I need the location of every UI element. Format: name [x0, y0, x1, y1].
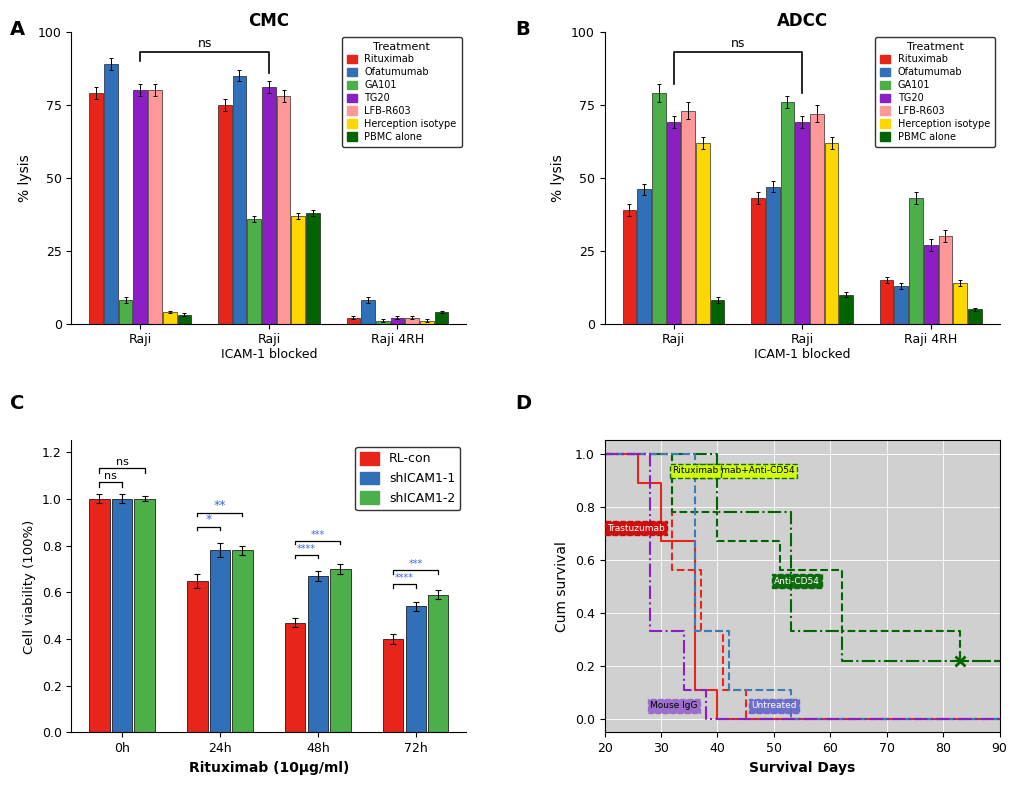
Text: ****: **** — [394, 573, 414, 583]
Bar — [90, 93, 103, 324]
Bar — [104, 64, 117, 324]
Bar — [118, 300, 132, 324]
Text: ***: *** — [311, 529, 325, 540]
Bar — [937, 236, 952, 324]
Bar — [232, 76, 246, 324]
Bar — [112, 499, 132, 732]
Text: Untreated: Untreated — [751, 701, 796, 710]
Bar — [824, 142, 838, 324]
Bar — [361, 300, 375, 324]
Text: **: ** — [213, 498, 226, 512]
Bar — [187, 580, 207, 732]
Text: Rituximab+Anti-CD54: Rituximab+Anti-CD54 — [694, 466, 794, 475]
Bar — [383, 639, 403, 732]
Bar — [908, 198, 922, 324]
Bar — [637, 189, 650, 324]
Title: ADCC: ADCC — [775, 12, 826, 30]
Bar — [210, 550, 230, 732]
Y-axis label: % lysis: % lysis — [18, 154, 33, 201]
Bar — [135, 499, 155, 732]
X-axis label: Rituximab (10μg/ml): Rituximab (10μg/ml) — [189, 761, 348, 775]
Text: ns: ns — [730, 37, 744, 50]
Text: Mouse IgG: Mouse IgG — [649, 701, 697, 710]
Bar — [285, 622, 305, 732]
Bar — [291, 216, 305, 324]
Bar — [681, 111, 694, 324]
Text: ns: ns — [115, 458, 128, 467]
Bar — [428, 595, 448, 732]
Text: *: * — [206, 513, 212, 525]
Bar — [148, 90, 162, 324]
Bar — [163, 312, 176, 324]
Bar — [710, 300, 723, 324]
Text: Anti-CD54: Anti-CD54 — [773, 576, 819, 586]
Text: ns: ns — [198, 37, 212, 50]
Text: D: D — [515, 394, 531, 413]
Text: C: C — [10, 394, 24, 413]
Text: Trastuzumab: Trastuzumab — [607, 524, 664, 533]
Bar — [651, 93, 665, 324]
Bar — [666, 123, 680, 324]
Text: ***: *** — [409, 559, 423, 569]
Bar — [133, 90, 147, 324]
Bar — [434, 312, 448, 324]
Bar — [276, 96, 290, 324]
Bar — [406, 607, 426, 732]
Bar — [750, 198, 764, 324]
Bar — [420, 321, 433, 324]
Legend: Rituximab, Ofatumumab, GA101, TG20, LFB-R603, Herception isotype, PBMC alone: Rituximab, Ofatumumab, GA101, TG20, LFB-… — [874, 37, 994, 146]
Bar — [232, 550, 253, 732]
Bar — [376, 321, 389, 324]
Bar — [839, 295, 852, 324]
Bar — [780, 102, 794, 324]
Bar — [809, 114, 822, 324]
Bar — [765, 186, 779, 324]
Text: ns: ns — [104, 471, 117, 482]
Bar — [622, 210, 636, 324]
Bar — [177, 315, 191, 324]
Bar — [405, 318, 419, 324]
Text: Rituximab: Rituximab — [672, 466, 717, 475]
Bar — [248, 219, 261, 324]
Text: A: A — [10, 20, 25, 39]
Y-axis label: Cell viability (100%): Cell viability (100%) — [23, 519, 36, 654]
Bar — [923, 245, 936, 324]
Title: CMC: CMC — [249, 12, 289, 30]
Bar — [967, 309, 980, 324]
Legend: Rituximab, Ofatumumab, GA101, TG20, LFB-R603, Herception isotype, PBMC alone: Rituximab, Ofatumumab, GA101, TG20, LFB-… — [341, 37, 461, 146]
Bar — [262, 88, 275, 324]
Text: ****: **** — [297, 544, 316, 554]
Bar — [390, 318, 404, 324]
Y-axis label: % lysis: % lysis — [551, 154, 565, 201]
Text: B: B — [515, 20, 529, 39]
Bar — [953, 283, 966, 324]
Legend: RL-con, shICAM1-1, shICAM1-2: RL-con, shICAM1-1, shICAM1-2 — [355, 447, 460, 510]
Bar — [894, 286, 907, 324]
Bar — [795, 123, 808, 324]
Y-axis label: Cum survival: Cum survival — [554, 541, 569, 632]
Bar — [879, 280, 893, 324]
Bar — [218, 105, 231, 324]
Bar — [90, 499, 109, 732]
Bar — [695, 142, 709, 324]
X-axis label: Survival Days: Survival Days — [748, 761, 854, 775]
Bar — [306, 213, 320, 324]
Bar — [308, 576, 328, 732]
Bar — [330, 569, 351, 732]
Bar — [346, 318, 360, 324]
